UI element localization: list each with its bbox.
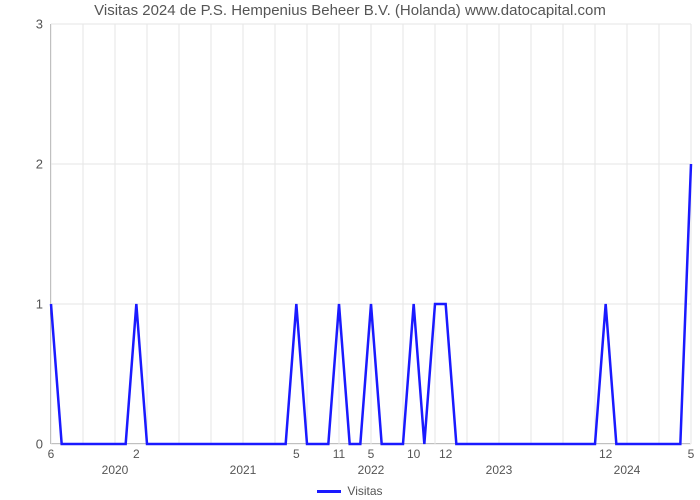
x-value-label: 12	[439, 443, 452, 461]
x-value-label: 11	[333, 443, 345, 461]
x-value-label: 5	[293, 443, 300, 461]
x-year-label: 2022	[358, 443, 385, 477]
legend-label: Visitas	[347, 484, 382, 498]
plot-area: 0123625115101212520202021202220232024	[50, 24, 690, 444]
x-year-label: 2024	[614, 443, 641, 477]
x-value-label: 10	[407, 443, 420, 461]
x-value-label: 12	[599, 443, 612, 461]
chart-container: { "chart": { "type": "line", "title": "V…	[0, 0, 700, 500]
y-tick-label: 1	[36, 297, 51, 312]
x-year-label: 2020	[102, 443, 129, 477]
legend: Visitas	[0, 484, 700, 498]
chart-svg	[51, 24, 691, 444]
x-value-label: 5	[688, 443, 695, 461]
y-tick-label: 3	[36, 17, 51, 32]
x-value-label: 6	[48, 443, 55, 461]
x-value-label: 2	[133, 443, 140, 461]
y-tick-label: 2	[36, 157, 51, 172]
chart-title: Visitas 2024 de P.S. Hempenius Beheer B.…	[0, 2, 700, 19]
legend-swatch	[317, 490, 341, 493]
x-year-label: 2023	[486, 443, 513, 477]
x-year-label: 2021	[230, 443, 257, 477]
